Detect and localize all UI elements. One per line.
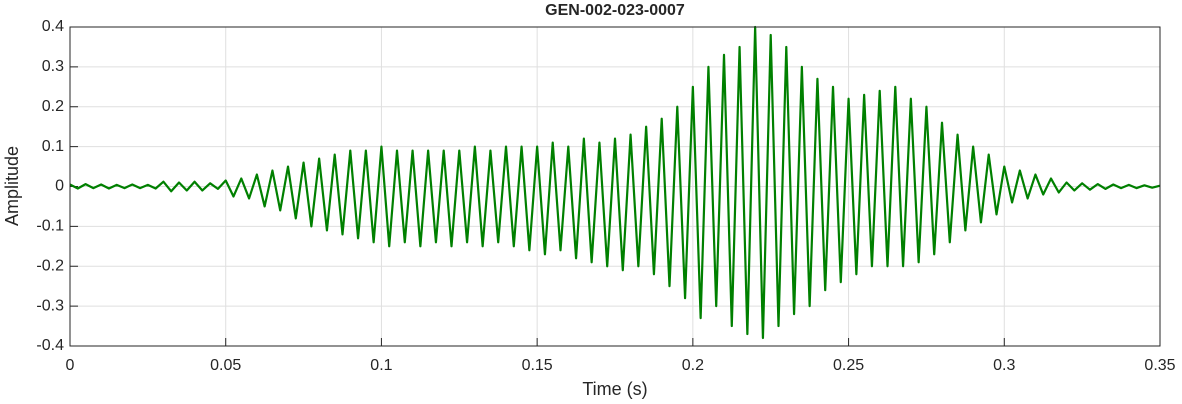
y-tick-label: 0 [55, 178, 64, 195]
y-tick-label: 0.3 [42, 58, 64, 75]
x-tick-label: 0.35 [1144, 357, 1175, 374]
chart-title: GEN-002-023-0007 [545, 2, 685, 19]
x-tick-label: 0.1 [370, 357, 392, 374]
x-tick-label: 0.3 [993, 357, 1015, 374]
y-tick-label: -0.2 [36, 257, 64, 274]
y-tick-label: 0.1 [42, 138, 64, 155]
y-tick-label: 0.4 [42, 18, 64, 35]
x-tick-label: 0.05 [210, 357, 241, 374]
x-tick-label: 0.2 [682, 357, 704, 374]
x-axis-label: Time (s) [582, 379, 647, 399]
plot-frame [69, 26, 1161, 347]
x-tick-label: 0.25 [833, 357, 864, 374]
y-tick-label: -0.1 [36, 218, 64, 235]
x-tick-label: 0 [66, 357, 75, 374]
x-tick-label: 0.15 [522, 357, 553, 374]
y-axis-label: Amplitude [2, 146, 22, 226]
data-line [69, 25, 1161, 340]
y-tick-label: -0.4 [36, 337, 64, 354]
y-tick-label: -0.3 [36, 297, 64, 314]
y-tick-label: 0.2 [42, 98, 64, 115]
